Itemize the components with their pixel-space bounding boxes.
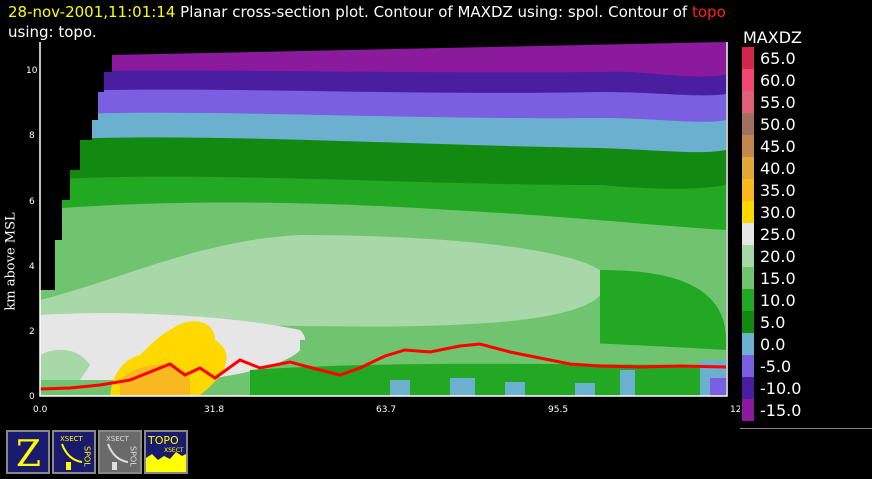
legend-item: 0.0 [742,333,802,355]
legend-label: 55.0 [760,92,796,112]
legend-swatch [742,157,754,179]
legend-label: 60.0 [760,70,796,90]
legend-swatch [742,289,754,311]
legend-item: 50.0 [742,113,802,135]
y-tick: 8 [29,131,35,141]
legend-item: 30.0 [742,201,802,223]
legend-swatch [742,223,754,245]
legend-item: 40.0 [742,157,802,179]
button-sub-label: XSECT [164,447,184,454]
legend-label: 50.0 [760,114,796,134]
legend-item: 35.0 [742,179,802,201]
legend-label: 35.0 [760,180,796,200]
button-label: XSECT [60,435,84,443]
legend-item: 60.0 [742,69,802,91]
legend-item: 25.0 [742,223,802,245]
y-tick: 10 [26,66,38,76]
legend-swatch [742,267,754,289]
title-text: Planar cross-section plot. Contour of MA… [175,3,692,21]
xsect-spol-gray-button[interactable]: XSECT SPOL [98,430,142,474]
x-tick: 63.7 [376,405,396,415]
z-button[interactable]: Z [6,430,50,474]
button-label: TOPO [147,434,179,447]
legend-label: 0.0 [760,334,786,354]
legend-swatch [742,179,754,201]
button-side-label: SPOL [129,446,138,467]
x-ticks: 0.0 31.8 63.7 95.5 127 [33,405,740,415]
legend-item: -10.0 [742,377,802,399]
legend-item: -5.0 [742,355,802,377]
legend-title: MAXDZ [743,28,802,47]
z-icon: Z [16,434,41,472]
legend-item: 20.0 [742,245,802,267]
legend-label: 45.0 [760,136,796,156]
legend-label: 5.0 [760,312,786,332]
cross-section-plot: 0 2 4 6 8 10 0.0 31.8 63.7 95.5 127 [26,42,740,415]
legend-item: 5.0 [742,311,802,333]
color-legend: MAXDZ 65.0 60.0 55.0 50.0 45.0 40.0 35.0 30.0 25… [742,28,802,421]
plot-frame [39,42,728,397]
xsect-spol-button[interactable]: XSECT SPOL [52,430,96,474]
legend-item: 10.0 [742,289,802,311]
contour-fill [40,42,726,396]
terrain-icon [146,452,186,472]
y-tick: 6 [29,197,35,207]
x-tick: 31.8 [204,405,224,415]
legend-swatch [742,47,754,69]
legend-swatch [742,69,754,91]
topo-xsect-button[interactable]: TOPO XSECT [144,430,188,474]
divider [740,428,872,429]
title-text-2: using: topo. [8,23,97,41]
legend-label: -10.0 [760,378,802,398]
title-topo: topo [691,3,726,21]
legend-swatch [742,399,754,421]
legend-label: 40.0 [760,158,796,178]
legend-swatch [742,201,754,223]
legend-label: 15.0 [760,268,796,288]
legend-swatch [742,355,754,377]
x-tick: 0.0 [33,405,48,415]
legend-label: -5.0 [760,356,792,376]
plot-title: 28-nov-2001,11:01:14 Planar cross-sectio… [8,2,738,42]
legend-swatch [742,113,754,135]
legend-label: 10.0 [760,290,796,310]
legend-swatch [742,135,754,157]
y-ticks: 0 2 4 6 8 10 [26,66,38,402]
legend-item: 15.0 [742,267,802,289]
radar-dish-icon [61,443,83,463]
legend-label: -15.0 [760,400,802,420]
button-label: XSECT [106,435,130,443]
x-tick: 95.5 [548,405,568,415]
toolbar: Z XSECT SPOL XSECT SPOL TOPO XSECT [6,430,188,474]
topo-line [39,342,727,391]
title-date: 28-nov-2001,11:01:14 [8,3,176,21]
legend-swatch [742,91,754,113]
y-axis-label: km above MSL [3,212,19,311]
x-tick: 127 [730,405,740,415]
legend-label: 30.0 [760,202,796,222]
legend-item: 55.0 [742,91,802,113]
legend-item: 45.0 [742,135,802,157]
legend-item: 65.0 [742,47,802,69]
legend-swatch [742,333,754,355]
button-side-label: SPOL [83,446,92,467]
legend-item: -15.0 [742,399,802,421]
legend-label: 25.0 [760,224,796,244]
legend-swatch [742,245,754,267]
y-tick: 4 [29,262,35,272]
radar-dish-icon [107,443,129,463]
legend-swatch [742,311,754,333]
legend-swatch [742,377,754,399]
legend-label: 20.0 [760,246,796,266]
legend-label: 65.0 [760,48,796,68]
y-tick: 0 [29,392,35,402]
y-tick: 2 [29,327,35,337]
